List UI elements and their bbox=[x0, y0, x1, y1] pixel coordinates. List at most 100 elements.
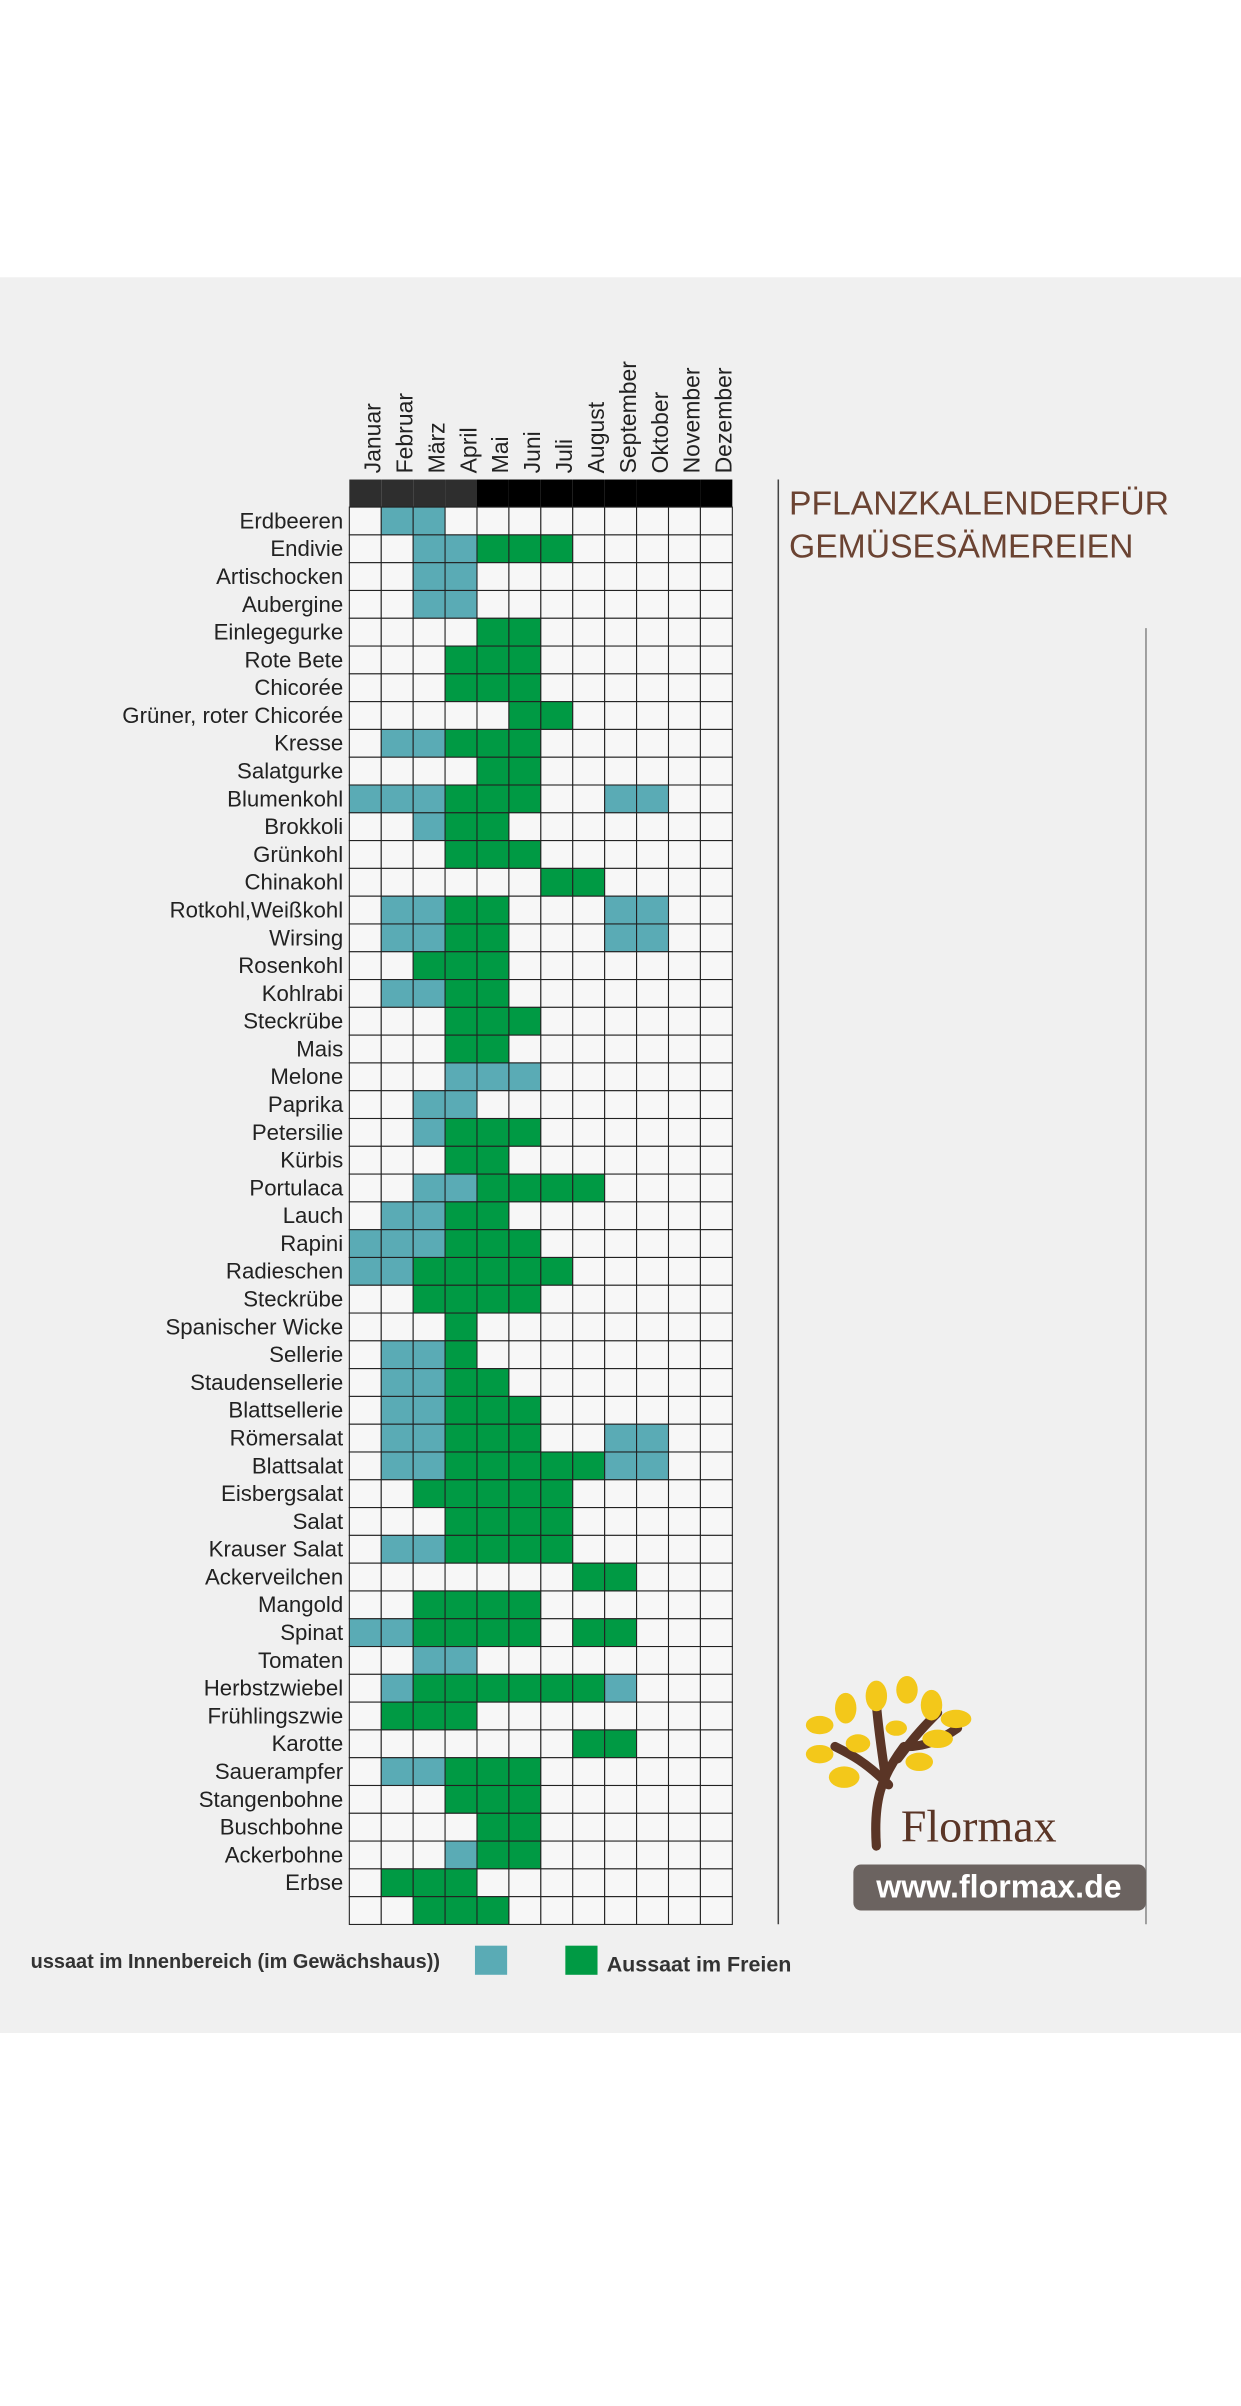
row-label: Endivie bbox=[270, 536, 343, 561]
cell bbox=[604, 1618, 638, 1648]
cell bbox=[476, 867, 510, 897]
cell bbox=[348, 728, 382, 758]
cell bbox=[572, 1229, 606, 1258]
cell bbox=[508, 1229, 542, 1258]
cell bbox=[636, 1117, 670, 1147]
month-label: Februar bbox=[391, 393, 417, 474]
cell bbox=[667, 562, 701, 592]
month-bar bbox=[413, 479, 446, 508]
cell bbox=[604, 1284, 638, 1314]
cell bbox=[380, 1368, 414, 1397]
cell bbox=[699, 1673, 733, 1703]
cell bbox=[380, 1840, 414, 1870]
cell bbox=[636, 1395, 670, 1425]
cell bbox=[476, 756, 510, 786]
cell bbox=[412, 1229, 446, 1258]
cell bbox=[476, 534, 510, 564]
cell bbox=[380, 840, 414, 869]
cell bbox=[667, 1201, 701, 1231]
cell bbox=[476, 617, 510, 647]
cell bbox=[348, 784, 382, 814]
logo-url[interactable]: www.flormax.de bbox=[875, 1868, 1121, 1904]
cell bbox=[444, 728, 478, 758]
cell bbox=[412, 979, 446, 1008]
cell bbox=[667, 506, 701, 536]
cell bbox=[508, 1173, 542, 1203]
cell bbox=[699, 1284, 733, 1314]
cell bbox=[348, 1784, 382, 1814]
cell bbox=[412, 1590, 446, 1620]
cell bbox=[604, 895, 638, 925]
title: GEMÜSESÄMEREIEN bbox=[789, 527, 1133, 565]
cell bbox=[412, 1368, 446, 1397]
cell bbox=[476, 589, 510, 619]
month-bar bbox=[476, 479, 509, 508]
cell bbox=[348, 1451, 382, 1481]
cell bbox=[508, 1006, 542, 1036]
cell bbox=[412, 1312, 446, 1342]
cell bbox=[444, 1673, 478, 1703]
cell bbox=[636, 867, 670, 897]
cell bbox=[604, 840, 638, 869]
cell bbox=[699, 701, 733, 730]
cell bbox=[412, 840, 446, 869]
cell bbox=[412, 1006, 446, 1036]
cell bbox=[508, 1034, 542, 1064]
row-label: Kohlrabi bbox=[262, 981, 343, 1006]
cell bbox=[444, 1451, 478, 1481]
cell bbox=[604, 1868, 638, 1898]
cell bbox=[572, 1173, 606, 1203]
cell bbox=[444, 617, 478, 647]
month-label: Juni bbox=[519, 431, 545, 473]
row-label: Lauch bbox=[283, 1203, 344, 1228]
cell bbox=[380, 1562, 414, 1592]
cell bbox=[508, 1729, 542, 1759]
cell bbox=[444, 534, 478, 564]
cell bbox=[348, 1507, 382, 1536]
cell bbox=[636, 1618, 670, 1648]
cell bbox=[636, 1256, 670, 1286]
cell bbox=[444, 1645, 478, 1675]
cell bbox=[667, 1784, 701, 1814]
cell bbox=[444, 1868, 478, 1898]
cell bbox=[540, 1229, 574, 1258]
cell bbox=[412, 1423, 446, 1453]
cell bbox=[476, 1868, 510, 1898]
row-label: Grüner, roter Chicorée bbox=[122, 703, 343, 728]
row-label: Tomaten bbox=[258, 1648, 343, 1673]
cell bbox=[412, 589, 446, 619]
cell bbox=[667, 840, 701, 869]
cell bbox=[699, 1006, 733, 1036]
cell bbox=[380, 728, 414, 758]
cell bbox=[699, 867, 733, 897]
cell bbox=[348, 506, 382, 536]
cell bbox=[699, 1423, 733, 1453]
cell bbox=[348, 1590, 382, 1620]
cell bbox=[508, 1812, 542, 1842]
row-label: Radieschen bbox=[226, 1259, 343, 1284]
month-bar bbox=[604, 479, 637, 508]
cell bbox=[348, 1284, 382, 1314]
cell bbox=[604, 1173, 638, 1203]
cell bbox=[699, 1034, 733, 1064]
month-label: September bbox=[615, 361, 641, 474]
cell bbox=[508, 1645, 542, 1675]
cell bbox=[667, 1840, 701, 1870]
cell bbox=[348, 589, 382, 619]
cell bbox=[508, 1507, 542, 1536]
cell bbox=[540, 1173, 574, 1203]
row-label: Herbstzwiebel bbox=[204, 1676, 343, 1701]
cell bbox=[476, 895, 510, 925]
cell bbox=[444, 1562, 478, 1592]
cell bbox=[636, 1145, 670, 1175]
row-label: Rosenkohl bbox=[238, 953, 343, 978]
cell bbox=[348, 1618, 382, 1648]
cell bbox=[348, 1173, 382, 1203]
cell bbox=[508, 534, 542, 564]
cell bbox=[636, 1701, 670, 1731]
cell bbox=[380, 1896, 414, 1925]
cell bbox=[540, 1590, 574, 1620]
cell bbox=[444, 1840, 478, 1870]
cell bbox=[572, 867, 606, 897]
cell bbox=[699, 506, 733, 536]
